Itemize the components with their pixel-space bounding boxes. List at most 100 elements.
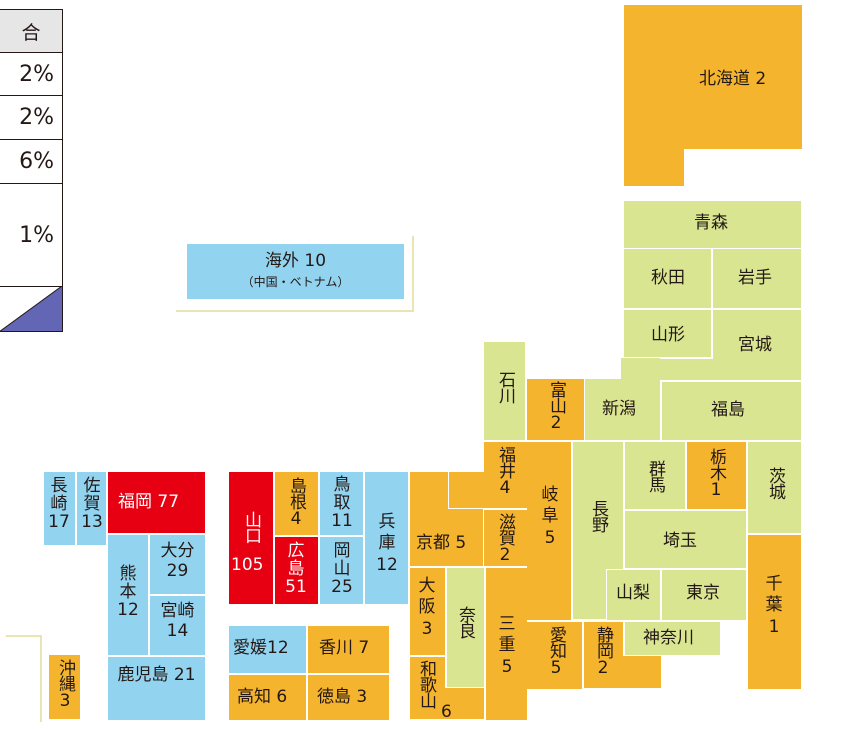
- table-row-2: 2%: [0, 95, 63, 140]
- table-row-value: 2%: [19, 105, 54, 130]
- label-chiba: 千葉 1: [765, 574, 783, 637]
- label-kochi: 高知 6: [237, 687, 288, 707]
- label-ibaraki: 茨城: [765, 467, 785, 499]
- label-fukui: 福井4: [495, 446, 515, 497]
- region-ehime: [229, 626, 306, 673]
- region-nara: [447, 568, 484, 687]
- label-kyoto: 京都 5: [416, 533, 467, 553]
- table-row-value: 2%: [19, 61, 54, 87]
- region-ibaraki: [748, 442, 801, 533]
- region-kagawa: [308, 626, 389, 673]
- region-fukushima: [662, 382, 801, 440]
- region-nagasaki: [44, 472, 75, 545]
- region-osaka: [410, 568, 445, 655]
- label-tochigi: 栃木1: [706, 448, 726, 499]
- label-okayama: 岡山25: [331, 541, 353, 597]
- region-gunma: [625, 442, 685, 509]
- region-kochi: [229, 675, 306, 720]
- table-header-cell: 合: [0, 9, 63, 53]
- region-shizuoka: [584, 622, 661, 688]
- label-yamaguchi: 山口: [241, 511, 261, 543]
- region-akita: [624, 249, 711, 308]
- region-okayama: [320, 537, 363, 604]
- label-niigata: 新潟: [602, 399, 636, 419]
- label-wakayama-count: 6: [441, 702, 452, 722]
- label-iwate: 岩手: [738, 268, 772, 288]
- region-wakayama: [410, 657, 484, 719]
- region-saga: [77, 472, 106, 545]
- label-oita: 大分 29: [160, 541, 195, 581]
- label-toyama: 富山2: [546, 381, 566, 432]
- region-okinawa: [49, 655, 80, 719]
- label-hokkaido: 北海道 2: [699, 69, 767, 89]
- region-fukuoka: [108, 472, 205, 533]
- region-kyoto: [410, 472, 483, 566]
- label-yamaguchi-count: 105: [231, 555, 264, 575]
- region-iwate: [713, 249, 801, 308]
- label-aichi: 愛知5: [546, 626, 566, 677]
- label-mie: 三重 5: [498, 614, 516, 677]
- region-ishikawa: [484, 342, 525, 440]
- label-miyagi: 宮城: [738, 335, 772, 355]
- label-okinawa: 沖縄3: [55, 659, 75, 710]
- region-hyogo: [365, 472, 408, 604]
- region-niigata: [585, 358, 660, 440]
- region-aomori: [624, 201, 801, 248]
- label-nagano: 長野: [588, 500, 608, 532]
- label-hiroshima: 広島51: [285, 541, 307, 597]
- region-shimane: [275, 472, 318, 535]
- label-yamagata: 山形: [651, 325, 685, 345]
- label-kagawa: 香川 7: [319, 638, 370, 658]
- label-ehime: 愛媛12: [233, 638, 289, 658]
- region-yamanashi: [607, 570, 660, 620]
- region-miyagi: [660, 310, 801, 380]
- region-hokkaido: [624, 5, 802, 186]
- region-tokushima: [308, 675, 389, 720]
- region-kanagawa: [625, 622, 720, 655]
- label-tokushima: 徳島 3: [317, 687, 368, 707]
- label-hyogo: 兵庫 12: [376, 512, 398, 575]
- region-hiroshima: [275, 537, 318, 604]
- overseas-label: 海外 10: [264, 251, 327, 271]
- label-saitama: 埼玉: [663, 531, 697, 551]
- table-row-value: 6%: [19, 149, 54, 174]
- label-gunma: 群馬: [645, 460, 665, 492]
- overseas-sublabel: （中国・ベトナム）: [241, 275, 350, 289]
- label-shimane: 島根4: [286, 477, 306, 528]
- table-row-4: 1%: [0, 183, 63, 287]
- region-fukui: [449, 442, 527, 508]
- label-wakayama: 和歌山: [416, 660, 436, 708]
- table-header-text: 合: [21, 21, 41, 44]
- label-saga: 佐賀13: [81, 476, 103, 532]
- label-nagasaki: 長崎17: [48, 476, 70, 532]
- region-yamagata: [624, 310, 711, 357]
- label-kanagawa: 神奈川: [643, 628, 694, 648]
- region-gifu: [527, 442, 571, 620]
- region-kagoshima: [108, 657, 205, 720]
- label-fukushima: 福島: [711, 400, 745, 420]
- region-tochigi: [687, 442, 746, 509]
- region-aichi: [527, 622, 582, 689]
- label-ishikawa: 石川: [495, 371, 515, 403]
- label-aomori: 青森: [694, 213, 728, 233]
- label-osaka: 大阪 3: [418, 576, 436, 639]
- label-yamanashi: 山梨: [616, 583, 650, 603]
- table-bar-cell: [0, 286, 63, 332]
- region-tottori: [320, 472, 363, 535]
- region-oita: [150, 535, 205, 594]
- region-toyama: [527, 379, 584, 440]
- label-miyazaki: 宮崎 14: [160, 601, 195, 641]
- region-yamaguchi: [229, 472, 273, 604]
- label-fukuoka: 福岡 77: [118, 492, 180, 512]
- label-akita: 秋田: [651, 268, 685, 288]
- label-shiga: 滋賀2: [495, 513, 515, 564]
- label-nara: 奈良: [455, 606, 475, 638]
- region-chiba: [748, 535, 801, 689]
- region-overseas: 海外 10 （中国・ベトナム）: [187, 244, 404, 299]
- region-tokyo: [662, 570, 746, 620]
- region-kumamoto: [108, 535, 148, 655]
- label-tottori: 鳥取11: [331, 475, 353, 531]
- label-gifu: 岐阜 5: [541, 485, 559, 548]
- region-nagano: [573, 442, 623, 619]
